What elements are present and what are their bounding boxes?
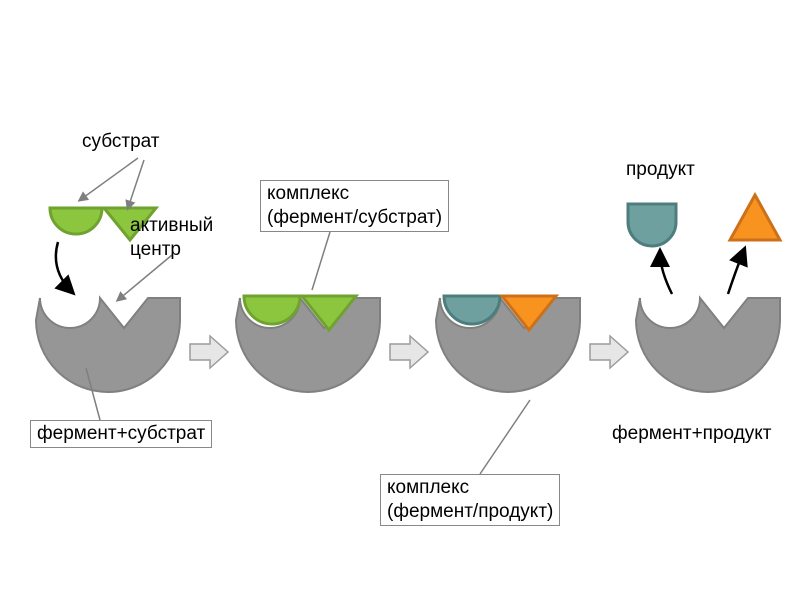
box-complex-es: комплекс (фермент/субстрат) [260,180,449,232]
box-stage1: фермент+субстрат [30,420,212,448]
product-free-2 [730,195,780,240]
arrow-1 [190,336,228,368]
label-stage4: фермент+продукт [612,422,772,446]
leader-es [312,232,330,290]
leader-substrate-1 [80,158,138,200]
label-product: продукт [626,158,695,182]
box-complex-ep-l1: комплекс [387,477,469,498]
product-arrow-1 [660,252,672,294]
diagram-root: субстрат активный центр комплекс (фермен… [0,0,800,600]
box-complex-ep: комплекс (фермент/продукт) [380,474,560,526]
arrow-2 [390,336,428,368]
leader-substrate-2 [128,160,144,208]
enzyme-1 [36,298,180,392]
label-active-center-l1: активный [130,215,213,236]
label-active-center-l2: центр [130,239,181,260]
label-active-center: активный центр [130,214,213,262]
leader-ep [480,400,530,474]
box-complex-ep-l2: (фермент/продукт) [387,501,553,522]
substrate-arrow [56,242,72,292]
product-arrow-2 [728,250,744,294]
leader-active-center [118,255,172,300]
label-substrate: субстрат [82,130,160,154]
arrow-3 [590,336,628,368]
box-complex-es-l1: комплекс [267,183,349,204]
enzyme-4 [636,298,780,392]
product-free-1 [628,204,676,246]
box-complex-es-l2: (фермент/субстрат) [267,207,442,228]
